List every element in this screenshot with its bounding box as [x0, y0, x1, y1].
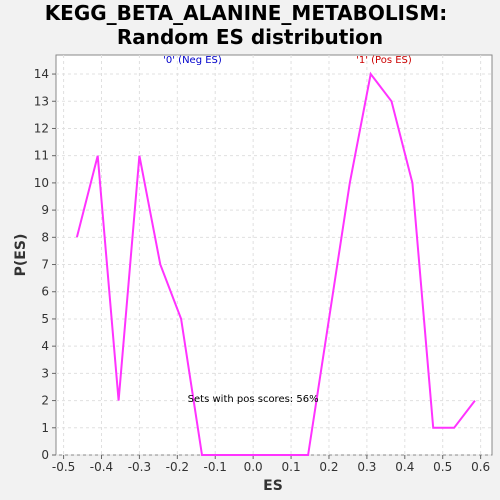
- x-tick-label: 0.5: [433, 460, 452, 474]
- x-tick-label: -0.4: [90, 460, 113, 474]
- y-tick-label: 3: [41, 366, 49, 380]
- y-tick-label: 1: [41, 421, 49, 435]
- y-tick-label: 11: [34, 149, 49, 163]
- series-group: [75, 71, 476, 456]
- x-tick-label: 0.2: [319, 460, 338, 474]
- y-tick-label: 9: [41, 203, 49, 217]
- chart-title-line2: Random ES distribution: [117, 25, 383, 49]
- y-tick-label: 7: [41, 258, 49, 272]
- x-tick-label: -0.5: [52, 460, 75, 474]
- annotation-label: '0' (Neg ES): [163, 55, 222, 66]
- y-tick-label: 13: [34, 94, 49, 108]
- y-tick-label: 12: [34, 121, 49, 135]
- x-axis-label: ES: [263, 478, 283, 494]
- y-axis-label: P(ES): [13, 234, 29, 277]
- y-tick-label: 5: [41, 312, 49, 326]
- chart-title-line1: KEGG_BETA_ALANINE_METABOLISM:: [45, 1, 448, 25]
- axis-ticks: -0.5 -0.4 -0.3 -0.2 -0.1 0.0 0.1 0.2 0.3 0.4 0.5 0.…: [34, 67, 490, 474]
- annotation-label: Sets with pos scores: 56%: [188, 394, 319, 405]
- x-tick-label: 0.4: [395, 460, 414, 474]
- x-tick-label: -0.3: [128, 460, 151, 474]
- y-tick-label: 4: [41, 339, 49, 353]
- x-tick-label: -0.1: [204, 460, 227, 474]
- y-tick-label: 6: [41, 285, 49, 299]
- y-tick-label: 10: [34, 176, 49, 190]
- x-tick-label: -0.2: [166, 460, 189, 474]
- x-tick-label: 0.6: [471, 460, 490, 474]
- y-tick-label: 2: [41, 394, 49, 408]
- x-tick-label: 0.1: [282, 460, 301, 474]
- annotation-label: '1' (Pos ES): [356, 55, 412, 66]
- x-tick-label: 0.0: [244, 460, 263, 474]
- y-tick-label: 0: [41, 448, 49, 462]
- series-line: [75, 71, 476, 456]
- y-tick-label: 8: [41, 230, 49, 244]
- x-tick-label: 0.3: [357, 460, 376, 474]
- annotations: '0' (Neg ES) '1' (Pos ES) Sets with pos sc…: [163, 55, 412, 405]
- y-tick-label: 14: [34, 67, 49, 81]
